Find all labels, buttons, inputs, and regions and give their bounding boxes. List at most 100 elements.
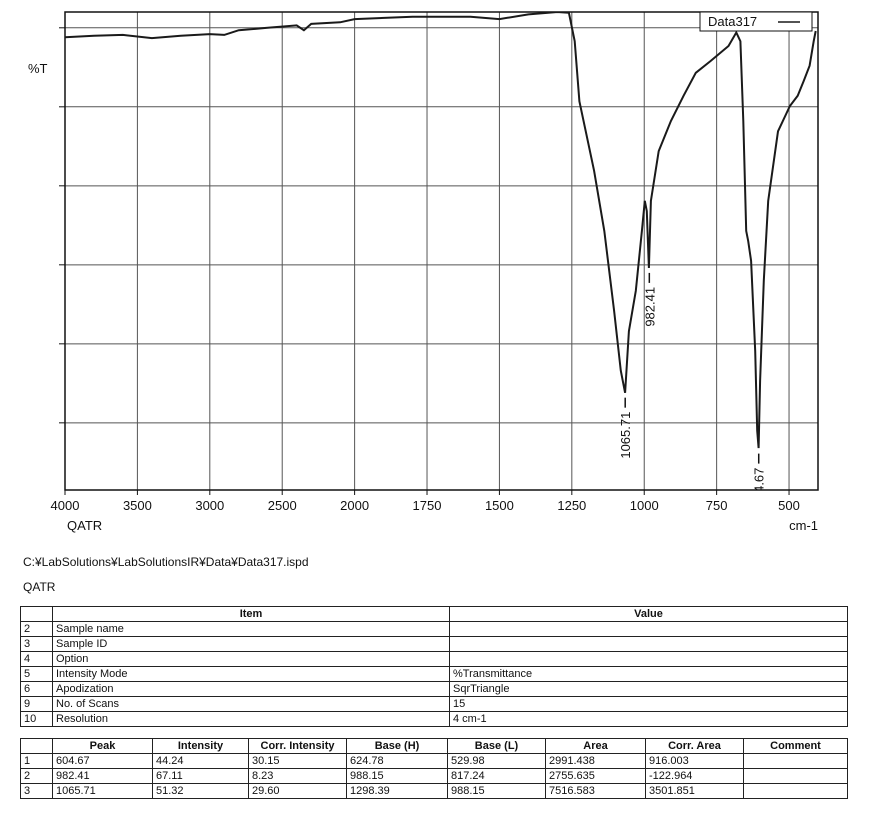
table-header: Area [545,738,646,754]
table-cell: 817.24 [447,768,546,784]
table-cell: Option [52,651,450,667]
table-cell: SqrTriangle [449,681,848,697]
x-tick-label: 4000 [51,498,80,513]
table-cell: 9 [20,696,53,712]
table-row: 9 No. of Scans 15 [20,696,848,712]
table-cell: 30.15 [248,753,347,769]
table-row: Item Value [20,606,848,622]
y-axis-label: %T [28,61,48,76]
table-header: Peak [52,738,153,754]
table-row: 3 Sample ID [20,636,848,652]
table-row: 2 Sample name [20,621,848,637]
table-row: 4 Option [20,651,848,667]
table-row: 6 Apodization SqrTriangle [20,681,848,697]
table-cell: 529.98 [447,753,546,769]
table-cell: 2991.438 [545,753,646,769]
table-header [20,606,53,622]
table-cell [743,783,848,799]
file-path: C:¥LabSolutions¥LabSolutionsIR¥Data¥Data… [23,555,309,569]
table-cell: 15 [449,696,848,712]
method: QATR [23,580,56,594]
x-tick-label: 1000 [630,498,659,513]
table-row: 10 Resolution 4 cm-1 [20,711,848,727]
table-cell: 5 [20,666,53,682]
x-tick-label: 2000 [340,498,369,513]
table-header: Base (L) [447,738,546,754]
x-tick-label: 3500 [123,498,152,513]
table-cell [743,768,848,784]
table-header: Corr. Intensity [248,738,347,754]
table-row: 1 604.67 44.24 30.15 624.78 529.98 2991.438 916… [20,753,848,769]
table-cell: 44.24 [152,753,249,769]
table-cell [743,753,848,769]
x-tick-label: 1750 [413,498,442,513]
table-cell: 51.32 [152,783,249,799]
table-cell: 982.41 [52,768,153,784]
table-row: Peak Intensity Corr. Intensity Base (H) Base… [20,738,848,754]
table-header: Base (H) [346,738,448,754]
table-cell: 10 [20,711,53,727]
x-tick-label: 750 [706,498,728,513]
table-header [20,738,53,754]
legend-label: Data317 [708,14,757,29]
x-tick-label: 1250 [557,498,586,513]
peak-table: Peak Intensity Corr. Intensity Base (H) Base… [20,738,848,799]
table-cell: 916.003 [645,753,744,769]
table-row: 5 Intensity Mode %Transmittance [20,666,848,682]
table-row: 2 982.41 67.11 8.23 988.15 817.24 2755.635 -122… [20,768,848,784]
table-cell: 988.15 [346,768,448,784]
table-cell [449,651,848,667]
x-tick-label: 3000 [195,498,224,513]
table-header: Value [449,606,848,622]
table-cell: Intensity Mode [52,666,450,682]
table-cell: 1065.71 [52,783,153,799]
table-cell: 6 [20,681,53,697]
peak-label: 982.41 [642,287,657,327]
table-cell: 2 [20,768,53,784]
table-cell: -122.964 [645,768,744,784]
table-cell: 1298.39 [346,783,448,799]
x-axis-label: cm-1 [789,518,818,533]
table-cell: 29.60 [248,783,347,799]
table-cell: 8.23 [248,768,347,784]
table-header: Corr. Area [645,738,744,754]
table-cell: 3501.851 [645,783,744,799]
table-cell: 2 [20,621,53,637]
table-cell [449,636,848,652]
table-cell: 1 [20,753,53,769]
info-table: Item Value 2 Sample name 3 Sample ID 4 Option 5 I… [20,606,848,727]
spectrum-line [65,12,817,449]
table-cell: 3 [20,636,53,652]
peak-label: 1065.71 [618,412,633,459]
x-tick-label: 500 [778,498,800,513]
table-cell: 2755.635 [545,768,646,784]
table-header: Intensity [152,738,249,754]
table-cell: 4 [20,651,53,667]
x-tick-label: 1500 [485,498,514,513]
table-header: Item [52,606,450,622]
x-tick-label: 2500 [268,498,297,513]
table-cell: 4 cm-1 [449,711,848,727]
plot-frame [64,11,819,491]
table-cell: No. of Scans [52,696,450,712]
table-cell: 67.11 [152,768,249,784]
table-cell: 3 [20,783,53,799]
table-cell: 7516.583 [545,783,646,799]
table-cell: 604.67 [52,753,153,769]
table-cell [449,621,848,637]
table-cell: %Transmittance [449,666,848,682]
table-header: Comment [743,738,848,754]
table-cell: Resolution [52,711,450,727]
table-cell: Sample ID [52,636,450,652]
peak-label: 604.67 [752,468,767,508]
table-cell: Apodization [52,681,450,697]
table-cell: 988.15 [447,783,546,799]
legend-box [699,11,813,32]
table-row: 3 1065.71 51.32 29.60 1298.39 988.15 7516.583 3… [20,783,848,799]
x-sublabel: QATR [67,518,102,533]
peak-labels: 604.67 982.41 1065.71 [618,272,767,508]
table-cell: Sample name [52,621,450,637]
chart: %T cm-1 QATR 4000 3500 3000 2500 2000 1750 150… [28,11,819,533]
table-cell: 624.78 [346,753,448,769]
